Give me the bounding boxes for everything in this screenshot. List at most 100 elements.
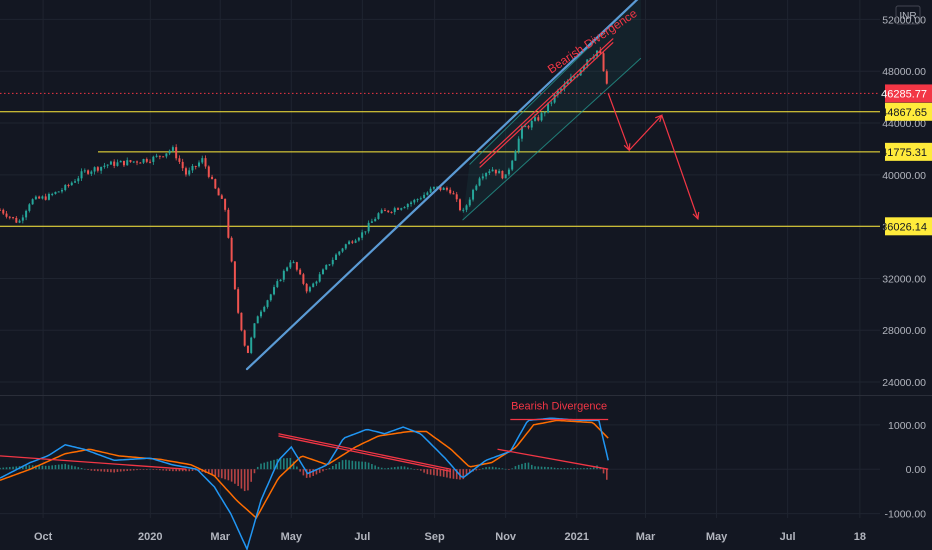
candle-body[interactable] — [259, 311, 262, 317]
projection-segment[interactable] — [661, 115, 699, 220]
candle-body[interactable] — [224, 198, 227, 210]
trend-lines[interactable] — [245, 0, 641, 371]
candle-body[interactable] — [184, 168, 187, 175]
candle-body[interactable] — [410, 202, 413, 205]
candle-body[interactable] — [377, 213, 380, 219]
candle-body[interactable] — [455, 194, 458, 200]
candle-body[interactable] — [534, 117, 537, 121]
candle-body[interactable] — [21, 217, 24, 221]
candle-body[interactable] — [188, 170, 191, 175]
time-axis[interactable]: Oct 2020 Mar May Jul Sep Nov 2021 Mar May Jul 18 — [34, 531, 866, 543]
candle-body[interactable] — [423, 194, 426, 199]
candle-body[interactable] — [217, 188, 220, 196]
candle-body[interactable] — [403, 207, 406, 209]
candle-body[interactable] — [126, 160, 129, 166]
candle-body[interactable] — [5, 213, 8, 217]
candle-body[interactable] — [295, 262, 298, 270]
candle-body[interactable] — [370, 221, 373, 223]
candle-body[interactable] — [233, 261, 236, 290]
candle-body[interactable] — [514, 151, 517, 161]
candle-body[interactable] — [87, 170, 90, 174]
candle-body[interactable] — [465, 205, 468, 210]
candle-body[interactable] — [475, 185, 478, 190]
candle-body[interactable] — [436, 186, 439, 188]
candle-body[interactable] — [129, 160, 132, 162]
candle-body[interactable] — [266, 300, 269, 307]
candle-body[interactable] — [491, 169, 494, 172]
candle-body[interactable] — [602, 53, 605, 72]
candle-body[interactable] — [605, 71, 608, 84]
candle-body[interactable] — [31, 199, 34, 205]
candle-body[interactable] — [393, 208, 396, 213]
candle-body[interactable] — [54, 191, 57, 194]
candle-body[interactable] — [344, 244, 347, 249]
candle-body[interactable] — [2, 209, 5, 214]
candle-body[interactable] — [12, 217, 15, 219]
candle-body[interactable] — [74, 181, 77, 183]
candle-body[interactable] — [38, 196, 41, 199]
candle-body[interactable] — [462, 209, 465, 211]
candle-body[interactable] — [152, 156, 155, 162]
candle-body[interactable] — [481, 176, 484, 179]
candle-body[interactable] — [331, 259, 334, 265]
candle-body[interactable] — [325, 265, 328, 270]
candle-body[interactable] — [194, 165, 197, 167]
candle-body[interactable] — [269, 294, 272, 301]
macd-line[interactable] — [0, 417, 609, 550]
candle-body[interactable] — [256, 316, 259, 324]
candle-body[interactable] — [100, 166, 103, 171]
candle-body[interactable] — [243, 330, 246, 346]
candle-body[interactable] — [139, 162, 142, 164]
candle-body[interactable] — [599, 50, 602, 54]
candle-body[interactable] — [543, 112, 546, 114]
price-level-badge[interactable] — [885, 84, 932, 103]
candle-body[interactable] — [449, 189, 452, 194]
candle-body[interactable] — [250, 337, 253, 353]
candle-body[interactable] — [15, 217, 18, 223]
candle-body[interactable] — [338, 251, 341, 255]
candle-body[interactable] — [64, 185, 67, 191]
candle-body[interactable] — [25, 210, 28, 218]
candle-body[interactable] — [458, 199, 461, 211]
candle-body[interactable] — [302, 274, 305, 284]
candle-body[interactable] — [367, 222, 370, 232]
candle-body[interactable] — [540, 113, 543, 121]
candle-body[interactable] — [308, 287, 311, 292]
candle-body[interactable] — [445, 187, 448, 190]
macd-divergence-line[interactable] — [0, 455, 187, 470]
candle-body[interactable] — [292, 262, 295, 264]
candle-body[interactable] — [520, 126, 523, 139]
candle-body[interactable] — [383, 210, 386, 212]
divergence-trend-line[interactable] — [479, 38, 614, 164]
candle-body[interactable] — [573, 76, 576, 78]
candle-body[interactable] — [426, 192, 429, 195]
projection-segment[interactable] — [628, 114, 663, 151]
projection-segment[interactable] — [607, 93, 630, 151]
candle-body[interactable] — [553, 94, 556, 103]
candle-body[interactable] — [253, 323, 256, 338]
candle-body[interactable] — [406, 204, 409, 208]
candle-body[interactable] — [419, 198, 422, 200]
candle-body[interactable] — [67, 185, 70, 187]
candle-body[interactable] — [93, 167, 96, 172]
candle-body[interactable] — [361, 232, 364, 238]
candle-body[interactable] — [374, 218, 377, 222]
candle-body[interactable] — [380, 210, 383, 214]
candle-body[interactable] — [178, 158, 181, 162]
candle-body[interactable] — [162, 156, 165, 158]
candle-body[interactable] — [8, 216, 11, 218]
candle-body[interactable] — [132, 161, 135, 163]
candle-body[interactable] — [18, 220, 21, 223]
candle-body[interactable] — [354, 240, 357, 243]
candle-body[interactable] — [103, 165, 106, 167]
candle-body[interactable] — [165, 153, 168, 157]
candle-body[interactable] — [299, 269, 302, 275]
candle-body[interactable] — [198, 162, 201, 167]
candle-body[interactable] — [155, 155, 158, 157]
candle-body[interactable] — [246, 345, 249, 353]
candle-body[interactable] — [504, 174, 507, 179]
candle-body[interactable] — [312, 283, 315, 288]
candle-body[interactable] — [432, 186, 435, 189]
candle-body[interactable] — [507, 169, 510, 175]
candle-body[interactable] — [511, 160, 514, 170]
